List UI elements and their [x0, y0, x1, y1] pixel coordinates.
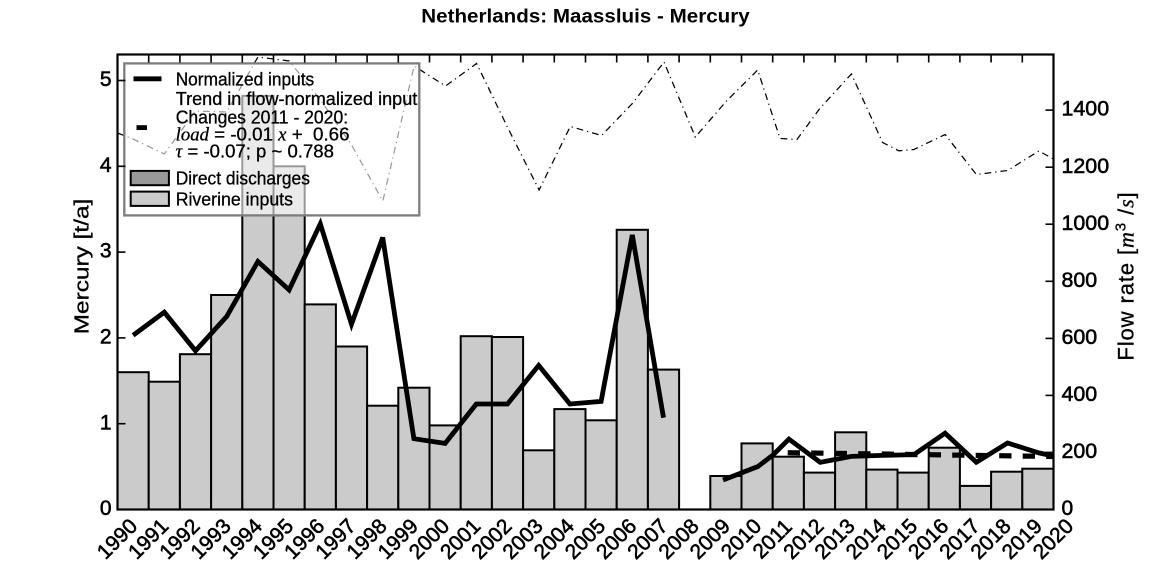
svg-text:1400: 1400 — [1062, 98, 1110, 121]
svg-text:1: 1 — [100, 411, 112, 434]
svg-text:Mercury [t/a]: Mercury [t/a] — [71, 199, 94, 335]
svg-text:3: 3 — [100, 240, 112, 263]
svg-text:200: 200 — [1062, 440, 1098, 463]
svg-text:Trend in flow-normalized input: Trend in flow-normalized input — [176, 88, 418, 109]
svg-text:load = -0.01 x + 0.66: load = -0.01 x + 0.66 — [176, 124, 350, 146]
svg-text:Normalized inputs: Normalized inputs — [176, 68, 315, 89]
svg-text:600: 600 — [1062, 326, 1098, 349]
svg-text:Direct discharges: Direct discharges — [176, 167, 310, 188]
svg-text:0: 0 — [100, 497, 112, 520]
svg-text:1000: 1000 — [1062, 212, 1110, 235]
svg-text:1200: 1200 — [1062, 155, 1110, 178]
svg-text:2: 2 — [100, 326, 112, 349]
svg-text:Netherlands: Maassluis - Mercu: Netherlands: Maassluis - Mercury — [421, 7, 750, 28]
svg-text:Changes 2011 - 2020:: Changes 2011 - 2020: — [176, 107, 348, 128]
svg-text:Flow rate [m3 /s]: Flow rate [m3 /s] — [1113, 191, 1139, 360]
svg-text:4: 4 — [100, 154, 112, 177]
svg-text:5: 5 — [100, 68, 112, 91]
svg-text:800: 800 — [1062, 269, 1098, 292]
svg-text:τ = -0.07; p ~ 0.788: τ = -0.07; p ~ 0.788 — [176, 141, 334, 163]
svg-text:0: 0 — [1062, 497, 1074, 520]
svg-text:400: 400 — [1062, 383, 1098, 406]
svg-text:Riverine inputs: Riverine inputs — [176, 189, 293, 210]
